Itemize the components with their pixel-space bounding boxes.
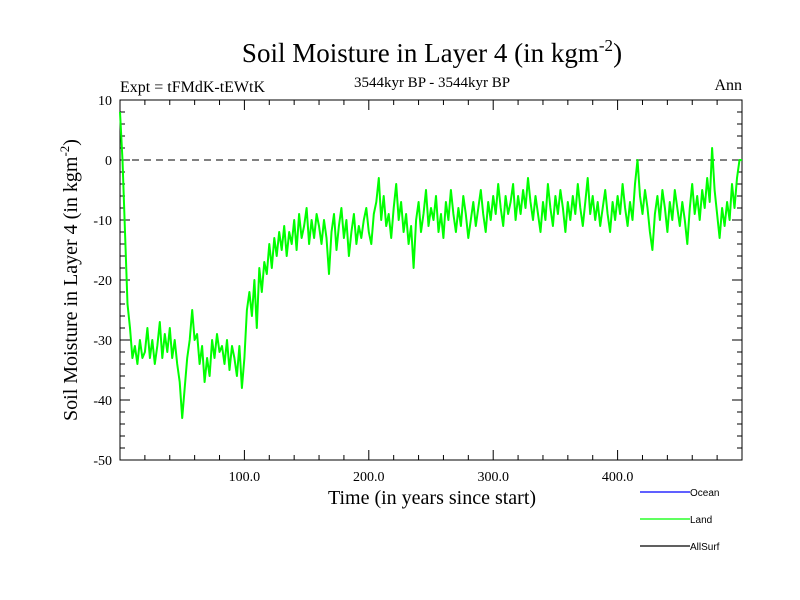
chart-title: Soil Moisture in Layer 4 (in kgm-2) [242, 36, 622, 68]
legend-label-allsurf: AllSurf [690, 542, 720, 553]
x-tick-label: 400.0 [602, 470, 634, 485]
experiment-label: Expt = tFMdK-tEWtK [120, 79, 265, 96]
series-layer [119, 111, 742, 419]
y-tick-label: 0 [105, 154, 112, 169]
y-tick-label: -50 [93, 454, 112, 469]
y-tick-label: -10 [93, 214, 112, 229]
y-tick-label: -40 [93, 394, 112, 409]
x-tick-label: 100.0 [229, 470, 261, 485]
legend: Ocean Land AllSurf [640, 488, 720, 553]
y-tick-label: 10 [98, 94, 112, 109]
x-axis-label: Time (in years since start) [328, 487, 536, 509]
x-tick-label: 200.0 [353, 470, 385, 485]
legend-label-land: Land [690, 515, 712, 526]
plot-frame [119, 99, 743, 461]
series-line-land [119, 111, 742, 419]
period-label: 3544kyr BP - 3544kyr BP [354, 75, 510, 91]
y-axis-label: Soil Moisture in Layer 4 (in kgm-2) [57, 139, 82, 421]
y-tick-label: -20 [93, 274, 112, 289]
y-tick-label: -30 [93, 334, 112, 349]
axis-ticks: -50 -40 -30 -20 -10 0 10 100.0 200.0 300.0 400.0 [93, 94, 742, 485]
x-tick-label: 300.0 [477, 470, 509, 485]
legend-label-ocean: Ocean [690, 488, 719, 499]
season-label: Ann [714, 77, 742, 94]
